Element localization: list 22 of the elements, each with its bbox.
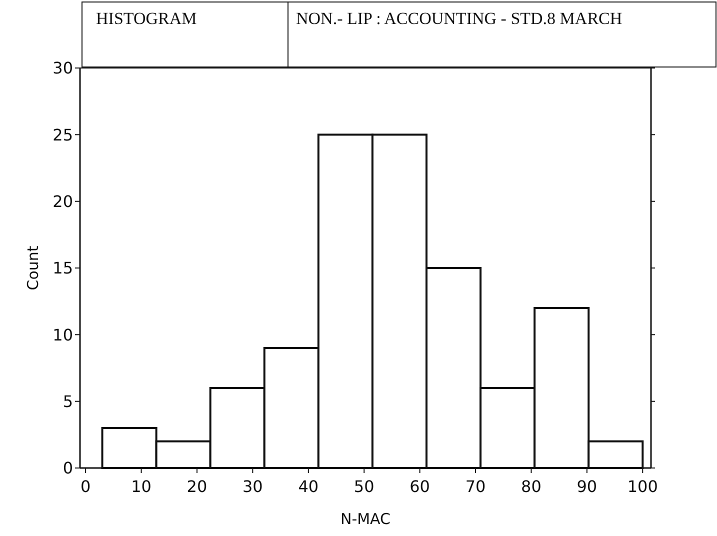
y-tick-label: 25	[52, 125, 73, 144]
y-tick-label: 15	[52, 258, 73, 278]
x-tick-label: 60	[410, 477, 430, 496]
y-tick-label: 5	[62, 392, 73, 411]
y-axis-title: Count	[24, 246, 42, 290]
x-tick-label: 50	[354, 477, 374, 496]
x-axis-title: N-MAC	[340, 510, 391, 528]
x-tick-label: 30	[242, 477, 263, 496]
x-tick-label: 100	[627, 477, 658, 496]
x-tick-label: 90	[576, 477, 598, 496]
x-tick-label: 10	[131, 477, 152, 496]
x-tick-label: 0	[80, 477, 91, 496]
chart-subtitle: NON.- LIP : ACCOUNTING - STD.8 MARCH	[296, 9, 622, 28]
y-tick-label: 20	[52, 192, 73, 211]
x-tick-label: 20	[186, 477, 208, 496]
y-tick-label: 0	[62, 458, 73, 478]
chart-title: HISTOGRAM	[96, 9, 197, 28]
x-tick-label: 40	[298, 477, 319, 496]
y-tick-label: 10	[52, 325, 73, 344]
x-tick-label: 80	[521, 477, 542, 496]
y-tick-label: 30	[52, 58, 73, 78]
x-tick-label: 70	[465, 477, 486, 496]
